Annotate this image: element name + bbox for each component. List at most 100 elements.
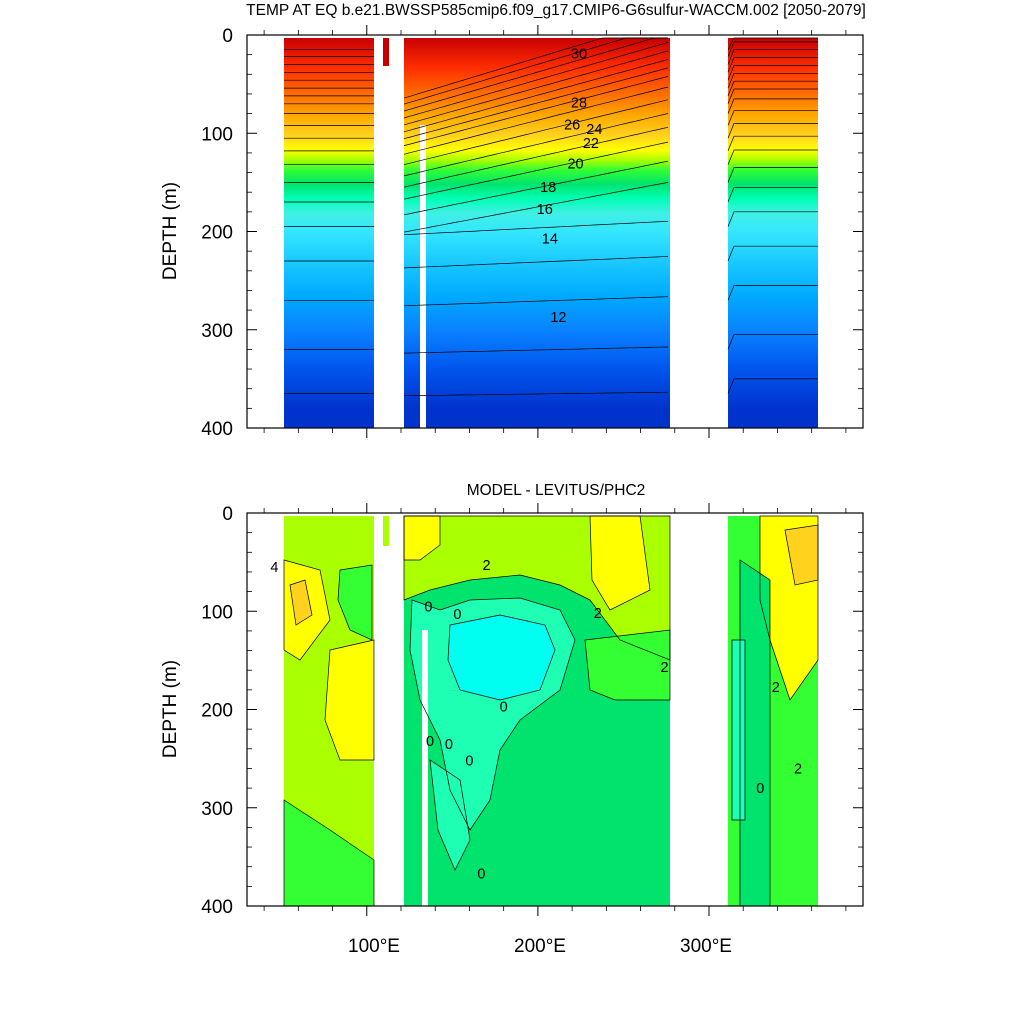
- contour-label: 14: [542, 231, 558, 247]
- isotherm-line: [284, 141, 818, 200]
- isotherm-line: [284, 182, 818, 233]
- anomaly-region-pacific-cold-core: [448, 615, 555, 700]
- isotherm-line: [284, 67, 818, 140]
- contour-label: 22: [583, 136, 599, 152]
- anomaly-contour-line: [584, 629, 671, 701]
- y-tick-label: 100: [201, 602, 233, 623]
- anomaly-contour-line: [283, 799, 375, 906]
- anomaly-contour-line: [403, 515, 671, 661]
- contour-label: 2: [772, 680, 780, 696]
- top-axis-ticks: 0 100 200 300 400: [201, 25, 863, 440]
- anomaly-contour-line: [759, 515, 819, 701]
- contour-label: 0: [477, 866, 485, 882]
- contour-label: 4: [270, 560, 278, 576]
- isotherm-line: [284, 126, 818, 188]
- isotherm-line: [284, 37, 818, 99]
- contour-label: 30: [571, 47, 587, 63]
- top-field-left-basin: [284, 38, 374, 428]
- isotherm-line: [284, 50, 818, 126]
- y-tick-label: 400: [201, 419, 233, 440]
- anomaly-region-east-pacific-warm: [590, 516, 650, 610]
- y-tick-label: 200: [201, 701, 233, 722]
- anomaly-contour-line: [324, 639, 375, 761]
- contour-label: 26: [564, 117, 580, 133]
- contour-label: 12: [550, 310, 566, 326]
- isotherm-line: [284, 334, 818, 354]
- x-tick-label-200: 200°E: [514, 936, 566, 957]
- y-tick-label: 0: [222, 26, 233, 47]
- y-tick-label: 300: [201, 321, 233, 342]
- y-tick-label: 0: [222, 504, 233, 525]
- contour-label: 24: [586, 122, 602, 138]
- anomaly-region-atlantic-cold: [732, 640, 745, 820]
- contour-label: 16: [537, 202, 553, 218]
- contour-label: 2: [483, 558, 491, 574]
- anomaly-contour-line: [731, 639, 746, 821]
- isotherm-line: [284, 160, 818, 216]
- x-tick-label-100: 100°E: [348, 936, 400, 957]
- bottom-y-axis-label: DEPTH (m): [160, 660, 181, 758]
- anomaly-region-atlantic-green: [740, 560, 770, 906]
- y-tick-label: 100: [201, 124, 233, 145]
- top-field-atlantic-basin: [728, 38, 818, 428]
- anomaly-region-indian-deep-green: [284, 800, 374, 906]
- isotherm-line: [284, 245, 818, 269]
- bottom-panel-title: MODEL - LEVITUS/PHC2: [467, 482, 646, 499]
- anomaly-contour-line: [409, 597, 576, 831]
- isotherm-line: [284, 378, 818, 397]
- anomaly-contour-line: [289, 579, 313, 626]
- contour-label: 28: [571, 96, 587, 112]
- isotherm-line: [284, 113, 818, 177]
- anomaly-contour-line: [337, 564, 373, 641]
- y-tick-label: 300: [201, 799, 233, 820]
- isotherm-line: [284, 285, 818, 307]
- anomaly-contour-line: [403, 515, 441, 561]
- top-contour-lines: [284, 37, 818, 397]
- top-field-island-strip: [383, 38, 389, 66]
- contour-label: 0: [445, 737, 453, 753]
- contour-label: 0: [756, 781, 764, 797]
- bottom-contour-lines: [283, 515, 819, 906]
- x-axis-tick-labels: 100°E 200°E 300°E: [348, 936, 732, 957]
- anomaly-contour-line: [739, 559, 771, 906]
- contour-label: 20: [567, 157, 583, 173]
- anomaly-region-pacific-subsurface-green: [585, 630, 670, 700]
- contour-label: 18: [540, 180, 556, 196]
- contour-label: 2: [660, 660, 668, 676]
- isotherm-line: [284, 42, 818, 119]
- top-panel-title: TEMP AT EQ b.e21.BWSSP585cmip6.f09_g17.C…: [246, 2, 866, 19]
- contour-label: 0: [500, 699, 508, 715]
- anomaly-region-indian-warm-core: [290, 580, 312, 625]
- y-tick-label: 200: [201, 223, 233, 244]
- contour-label: 2: [594, 606, 602, 622]
- anomaly-contour-line: [447, 614, 556, 701]
- top-y-axis-label: DEPTH (m): [160, 182, 181, 280]
- contour-label: 2: [794, 761, 802, 777]
- isotherm-line: [284, 211, 818, 236]
- isotherm-line: [284, 37, 818, 105]
- y-tick-label: 400: [201, 897, 233, 918]
- anomaly-contour-line: [429, 759, 471, 871]
- bottom-filled-contours: [284, 516, 818, 906]
- anomaly-region-island-strip: [383, 516, 389, 546]
- anomaly-region-indian-yellow: [325, 640, 374, 760]
- anomaly-region-atlantic-orange: [785, 525, 818, 585]
- anomaly-contour-line: [784, 524, 819, 586]
- anomaly-contour-line: [283, 559, 331, 661]
- isotherm-line: [284, 99, 818, 166]
- anomaly-region-west-pacific-warm: [404, 516, 440, 560]
- anomaly-region-deep-cold-tongue: [430, 760, 470, 870]
- bottom-land-gap: [422, 630, 428, 906]
- x-tick-label-300: 300°E: [680, 936, 732, 957]
- anomaly-contour-line: [589, 515, 651, 611]
- contour-label: 0: [465, 754, 473, 770]
- top-land-gap: [420, 125, 426, 428]
- isotherm-line: [284, 59, 818, 133]
